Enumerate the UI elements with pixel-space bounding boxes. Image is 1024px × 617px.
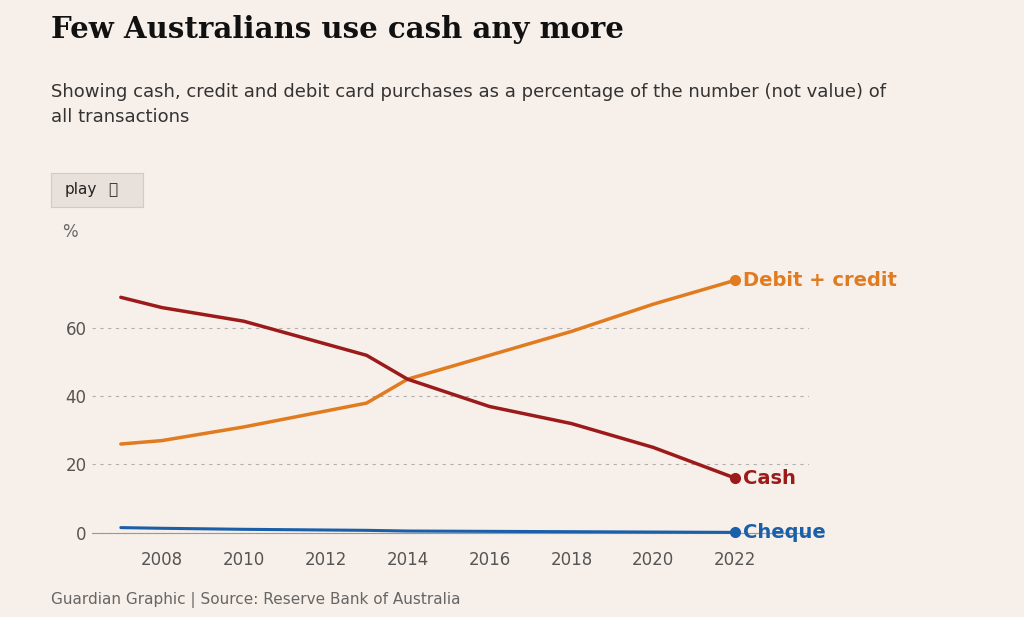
Text: play: play <box>66 182 97 197</box>
Text: Cash: Cash <box>743 469 797 487</box>
Text: Cheque: Cheque <box>743 523 826 542</box>
Text: Debit + credit: Debit + credit <box>743 271 897 290</box>
Text: Few Australians use cash any more: Few Australians use cash any more <box>51 15 624 44</box>
Text: Showing cash, credit and debit card purchases as a percentage of the number (not: Showing cash, credit and debit card purc… <box>51 83 886 126</box>
Text: %: % <box>62 223 78 241</box>
Text: 🔊: 🔊 <box>109 182 118 197</box>
Text: Guardian Graphic | Source: Reserve Bank of Australia: Guardian Graphic | Source: Reserve Bank … <box>51 592 461 608</box>
